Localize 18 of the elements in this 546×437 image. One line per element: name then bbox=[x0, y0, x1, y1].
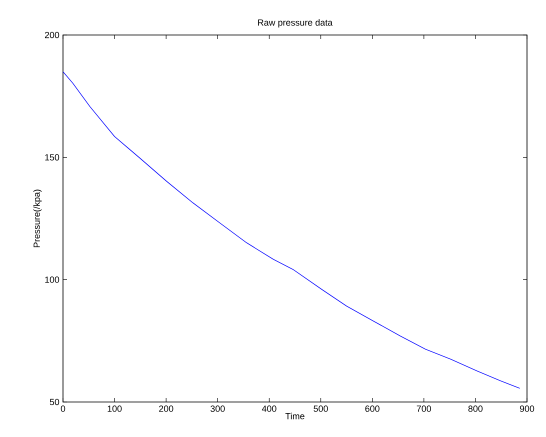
x-tick-label: 400 bbox=[262, 406, 276, 412]
y-tick-label: 50 bbox=[50, 398, 60, 406]
y-tick-label: 100 bbox=[45, 276, 60, 283]
x-tick-label: 500 bbox=[314, 406, 328, 412]
x-tick-label: 200 bbox=[159, 406, 174, 412]
x-tick-label: 300 bbox=[210, 406, 225, 412]
x-tick-label: 800 bbox=[468, 406, 483, 412]
y-tick-label: 150 bbox=[45, 154, 60, 161]
x-tick-label: 0 bbox=[60, 406, 66, 412]
y-tick-label: 200 bbox=[44, 32, 60, 38]
x-tick-label: 600 bbox=[365, 406, 380, 412]
chart-title: Raw pressure data bbox=[258, 19, 333, 28]
x-tick-label: 700 bbox=[416, 406, 432, 412]
x-tick-label: 100 bbox=[108, 406, 122, 412]
y-axis-title: Pressure(/kpa) bbox=[33, 190, 42, 248]
x-tick-label: 900 bbox=[520, 406, 534, 412]
line-series bbox=[63, 71, 520, 389]
x-axis-title: Time bbox=[285, 412, 304, 420]
